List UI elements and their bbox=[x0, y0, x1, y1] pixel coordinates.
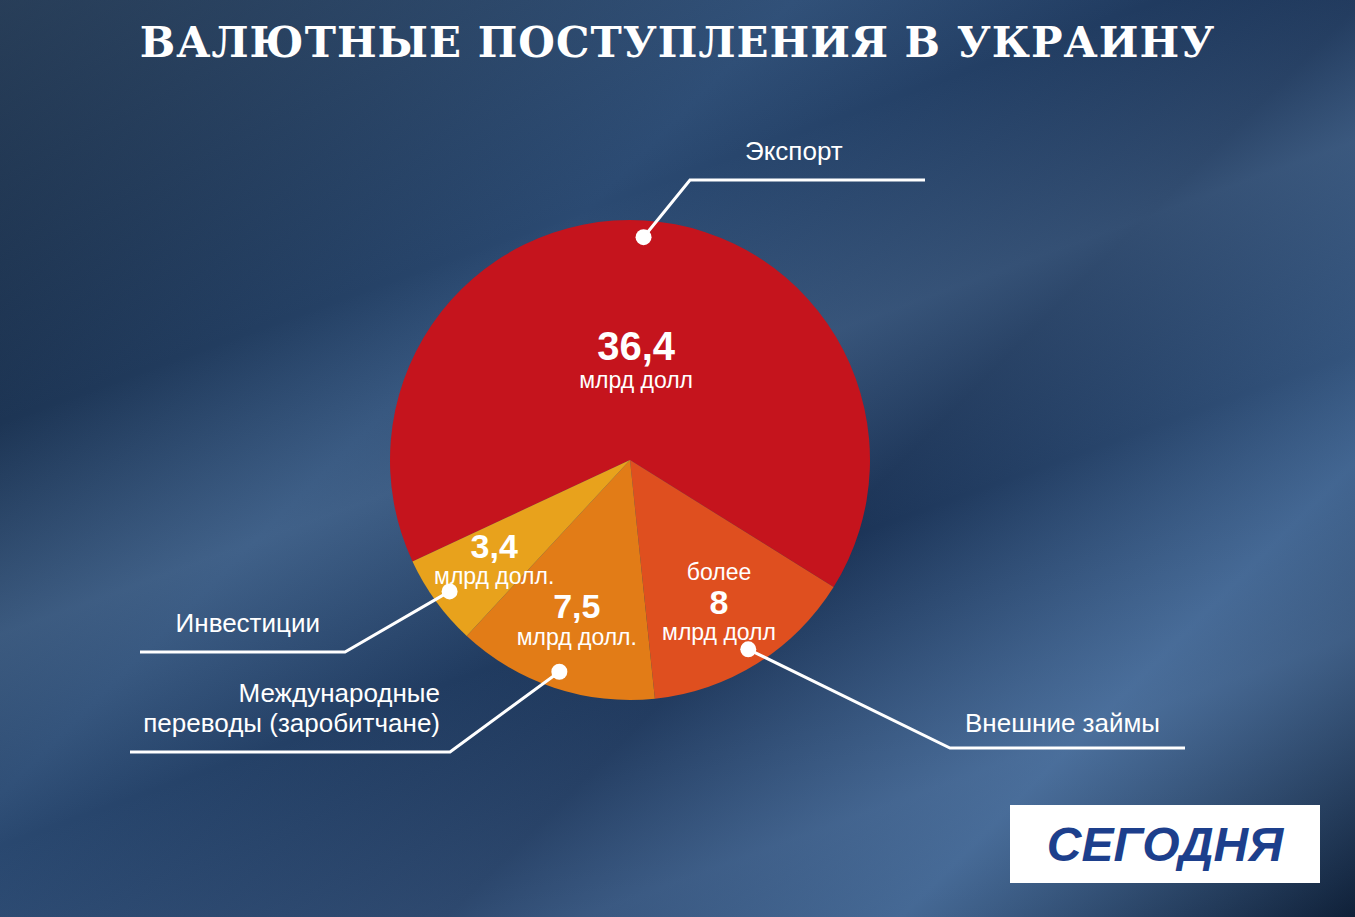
svg-text:8: 8 bbox=[710, 583, 729, 621]
html-text:СЕГОДНЯ: СЕГОДНЯ bbox=[1046, 817, 1284, 871]
svg-text:млрд долл: млрд долл bbox=[662, 619, 776, 645]
svg-text:36,4: 36,4 bbox=[597, 324, 676, 368]
html-text:ВАЛЮТНЫЕ ПОСТУПЛЕНИЯ В УКРАИНУ: ВАЛЮТНЫЕ ПОСТУПЛЕНИЯ В УКРАИНУ bbox=[139, 18, 1216, 67]
svg-text:Международные: Международные bbox=[238, 678, 440, 708]
svg-text:более: более bbox=[687, 559, 751, 585]
svg-text:Внешние займы: Внешние займы bbox=[965, 708, 1160, 738]
svg-text:Инвестиции: Инвестиции bbox=[176, 608, 320, 638]
svg-text:7,5: 7,5 bbox=[553, 587, 600, 625]
svg-text:3,4: 3,4 bbox=[471, 527, 518, 565]
svg-text:млрд долл: млрд долл bbox=[579, 367, 693, 393]
svg-text:Экспорт: Экспорт bbox=[745, 136, 843, 166]
svg-text:млрд долл.: млрд долл. bbox=[517, 624, 637, 650]
svg-text:млрд долл.: млрд долл. bbox=[434, 563, 555, 590]
svg-text:переводы (заробитчане): переводы (заробитчане) bbox=[143, 708, 440, 738]
